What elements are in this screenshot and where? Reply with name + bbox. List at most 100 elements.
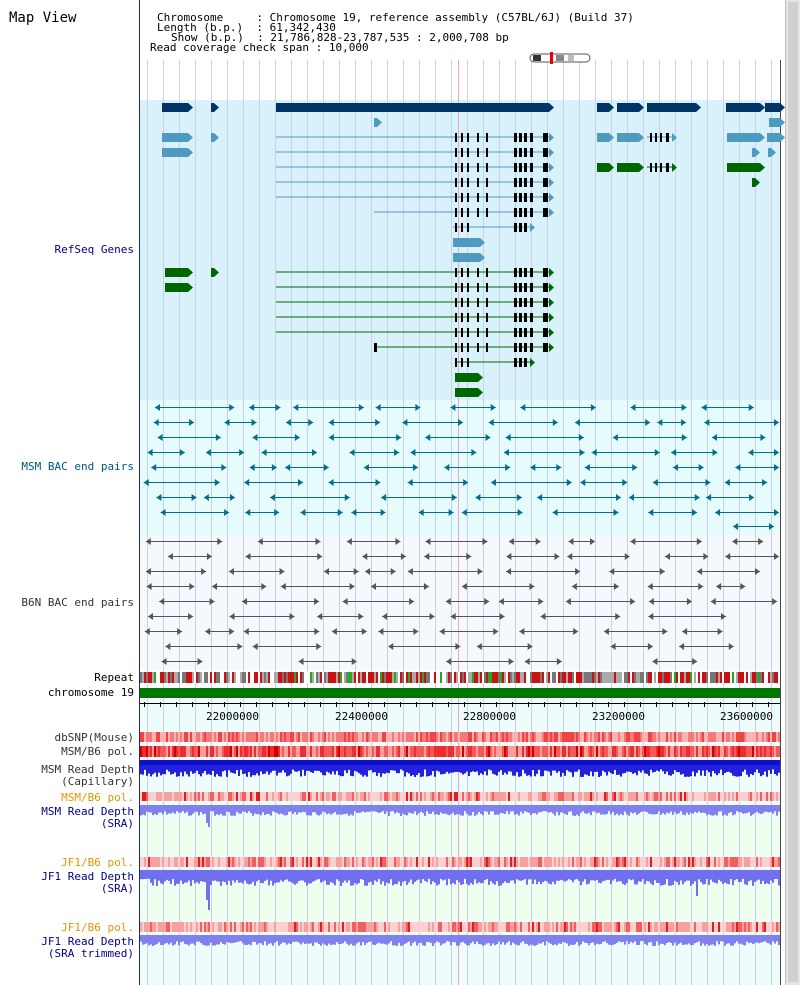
heat-cell xyxy=(244,857,246,867)
heat-cell xyxy=(496,922,498,932)
heat-cell xyxy=(270,732,272,742)
scrollbar-thumb[interactable] xyxy=(788,2,798,982)
heat-cell xyxy=(346,746,348,757)
heat-cell xyxy=(316,792,318,801)
depth-bar xyxy=(534,805,536,814)
track-label-jf1-depth-trimmed[interactable]: JF1 Read Depth (SRA trimmed) xyxy=(0,936,134,960)
bac-end-left xyxy=(418,509,424,516)
track-label-chromosome[interactable]: chromosome 19 xyxy=(47,686,134,699)
heat-cell xyxy=(556,732,558,742)
heat-cell xyxy=(670,792,672,801)
heat-cell xyxy=(534,746,536,757)
heat-cell xyxy=(218,746,220,757)
chromosome-ideogram-icon[interactable] xyxy=(529,52,591,64)
heat-cell xyxy=(154,732,156,742)
heat-cell xyxy=(546,922,548,932)
repeat-segment xyxy=(600,672,602,683)
gene-exon xyxy=(486,148,488,157)
heat-cell xyxy=(352,746,354,757)
depth-bar xyxy=(170,935,172,943)
heat-cell xyxy=(372,857,374,867)
track-label-msm-pol-2[interactable]: MSM/B6 pol. xyxy=(61,791,134,804)
depth-bar xyxy=(492,935,494,944)
heat-cell xyxy=(714,746,716,757)
depth-bar xyxy=(698,805,700,812)
heat-cell xyxy=(750,746,752,757)
depth-bar xyxy=(440,935,442,946)
track-label-msm-depth-sra[interactable]: MSM Read Depth (SRA) xyxy=(0,806,134,830)
depth-bar xyxy=(276,805,278,814)
depth-bar xyxy=(700,760,702,776)
heat-cell xyxy=(516,857,518,867)
heat-cell xyxy=(534,857,536,867)
vertical-scrollbar[interactable] xyxy=(785,0,800,985)
depth-bar xyxy=(260,760,262,772)
heat-cell xyxy=(494,857,496,867)
heat-cell xyxy=(728,792,730,801)
heat-cell xyxy=(196,857,198,867)
heat-cell xyxy=(732,792,734,801)
heat-cell xyxy=(420,857,422,867)
depth-bar xyxy=(624,805,626,812)
gene-body xyxy=(455,388,478,397)
bac-end-left xyxy=(161,658,167,665)
heat-cell xyxy=(396,732,398,742)
track-label-msm-pol[interactable]: MSM/B6 pol. xyxy=(61,745,134,758)
repeat-segment xyxy=(500,672,502,683)
heat-cell xyxy=(290,792,292,801)
repeat-segment xyxy=(458,672,460,683)
gene-block xyxy=(726,103,765,112)
track-label-jf1-pol-2[interactable]: JF1/B6 pol. xyxy=(61,921,134,934)
depth-bar xyxy=(392,805,394,812)
repeat-segment xyxy=(720,672,722,683)
depth-bar xyxy=(774,760,776,774)
bac-end-right xyxy=(769,523,774,530)
gene-block xyxy=(162,103,193,112)
heat-cell xyxy=(740,857,742,867)
heat-cell xyxy=(406,732,408,742)
repeat-segment xyxy=(152,672,154,683)
depth-bar xyxy=(180,870,182,881)
depth-bar xyxy=(154,935,156,945)
repeat-segment xyxy=(308,672,310,683)
heat-cell xyxy=(408,732,410,742)
depth-bar xyxy=(154,870,156,880)
heat-cell xyxy=(664,732,666,742)
heat-cell xyxy=(350,922,352,932)
bac-end-left xyxy=(630,404,636,411)
heat-cell xyxy=(262,746,264,757)
heat-cell xyxy=(302,732,304,742)
heat-cell xyxy=(236,746,238,757)
heat-cell xyxy=(598,732,600,742)
heat-cell xyxy=(182,792,184,801)
gene-arrow xyxy=(188,283,193,292)
repeat-segment xyxy=(416,672,418,683)
track-label-msm-bac[interactable]: MSM BAC end pairs xyxy=(21,460,134,473)
gene-exon xyxy=(519,133,522,142)
track-label-repeat[interactable]: Repeat xyxy=(94,671,134,684)
track-label-jf1-depth-sra[interactable]: JF1 Read Depth (SRA) xyxy=(0,871,134,895)
gene-arrow xyxy=(639,133,644,142)
depth-bar xyxy=(542,870,544,883)
gene-exon xyxy=(519,283,522,292)
heat-cell xyxy=(326,792,328,801)
heat-cell xyxy=(366,732,368,742)
bac-end-right xyxy=(415,404,421,411)
repeat-segment xyxy=(586,672,588,683)
track-label-b6n-bac[interactable]: B6N BAC end pairs xyxy=(21,596,134,609)
track-label-refseq[interactable]: RefSeq Genes xyxy=(54,243,134,256)
track-label-dbsnp[interactable]: dbSNP(Mouse) xyxy=(54,731,134,744)
repeat-segment xyxy=(198,672,200,683)
heat-cell xyxy=(344,857,346,867)
gene-arrow xyxy=(214,133,219,142)
depth-bar xyxy=(156,870,158,886)
track-label-msm-depth-capillary[interactable]: MSM Read Depth (Capillary) xyxy=(0,764,134,788)
heat-cell xyxy=(456,746,458,757)
depth-bar xyxy=(652,760,654,773)
gene-arrow xyxy=(549,133,554,142)
depth-bar xyxy=(442,760,444,775)
track-label-jf1-pol[interactable]: JF1/B6 pol. xyxy=(61,856,134,869)
depth-bar xyxy=(176,805,178,812)
heat-cell xyxy=(646,732,648,742)
